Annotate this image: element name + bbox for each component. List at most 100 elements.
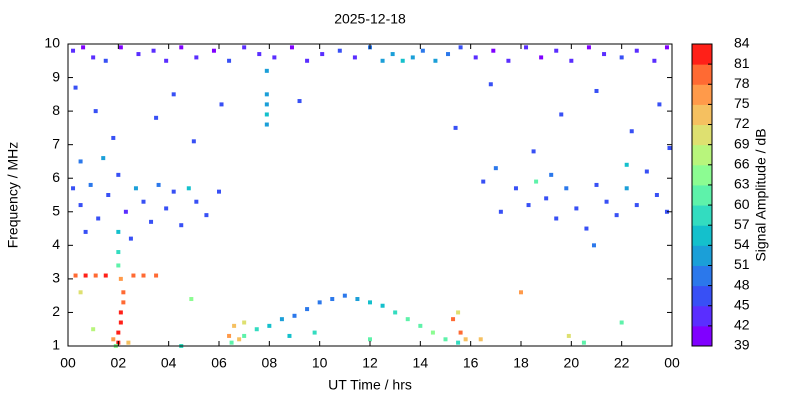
x-tick-label: 10 [312, 355, 328, 371]
colorbar-segment [692, 104, 712, 126]
data-point [554, 216, 559, 221]
data-point [619, 55, 624, 60]
data-point [103, 273, 108, 278]
data-point [116, 330, 121, 335]
data-point [491, 48, 496, 53]
data-point [337, 48, 342, 53]
y-tick-label: 7 [52, 135, 60, 151]
x-tick-label: 08 [262, 355, 278, 371]
data-point [179, 223, 184, 228]
data-point [272, 55, 277, 60]
data-point [368, 300, 372, 305]
colorbar-segment [692, 285, 712, 307]
data-point [524, 45, 529, 50]
data-point [380, 58, 385, 63]
x-tick-label: 20 [564, 355, 580, 371]
x-tick-label: 18 [513, 355, 529, 371]
x-tick-label: 14 [413, 355, 429, 371]
x-tick-label: 00 [60, 355, 76, 371]
data-point [433, 58, 438, 63]
data-point [355, 297, 360, 302]
data-point [264, 102, 269, 107]
data-point [118, 310, 123, 315]
data-point [164, 206, 169, 211]
data-point [78, 159, 83, 164]
data-point [352, 55, 357, 60]
data-point [549, 172, 554, 177]
data-point [544, 196, 549, 201]
colorbar-segment [692, 265, 712, 287]
colorbar-tick-label: 39 [734, 337, 750, 353]
data-point [634, 203, 639, 208]
data-point [614, 213, 619, 218]
data-point [456, 310, 461, 315]
colorbar-segment [692, 64, 712, 85]
data-point [430, 330, 435, 335]
data-point [279, 317, 284, 322]
data-point [257, 52, 262, 57]
data-point [506, 58, 511, 63]
data-point [654, 193, 659, 197]
data-point [73, 273, 78, 278]
colorbar-tick-label: 48 [734, 276, 750, 292]
data-point [267, 323, 272, 328]
data-point [191, 139, 196, 144]
data-point [141, 273, 146, 278]
data-point [186, 186, 191, 191]
data-point [539, 55, 544, 60]
x-axis-label: UT Time / hrs [328, 377, 412, 393]
colorbar-segment [692, 245, 712, 266]
x-tick-label: 12 [362, 355, 378, 371]
data-point [420, 48, 425, 53]
y-tick-label: 2 [52, 303, 60, 319]
data-point [531, 149, 536, 154]
data-point [330, 297, 335, 302]
data-point [116, 229, 121, 234]
data-point [96, 216, 101, 221]
data-point [88, 182, 93, 187]
colorbar-tick-label: 72 [734, 115, 750, 131]
data-point [171, 92, 176, 97]
colorbar-tick-label: 42 [734, 317, 750, 333]
data-point [264, 92, 269, 97]
data-point [194, 55, 199, 60]
colorbar-tick-label: 63 [734, 176, 750, 192]
data-point [393, 310, 398, 315]
data-point [78, 290, 83, 295]
data-point [83, 273, 88, 278]
data-point [116, 250, 121, 255]
data-point [154, 273, 159, 278]
data-point [71, 48, 76, 53]
colorbar-label: Signal Amplitude / dB [753, 128, 769, 261]
colorbar-tick-label: 78 [734, 75, 750, 91]
data-point [380, 303, 385, 308]
data-point [513, 186, 518, 191]
data-point [602, 52, 607, 57]
data-point [390, 52, 395, 57]
data-point [667, 146, 672, 151]
data-point [123, 209, 128, 214]
data-point [312, 330, 317, 335]
data-point [458, 45, 463, 50]
data-point [242, 333, 247, 338]
data-point [121, 290, 126, 295]
data-point [242, 320, 247, 325]
data-point [453, 125, 458, 130]
data-point [149, 219, 154, 224]
x-tick-label: 00 [664, 355, 680, 371]
chart-title: 2025-12-18 [334, 11, 406, 27]
data-point [128, 236, 133, 241]
data-point [488, 82, 493, 87]
data-point [581, 340, 586, 345]
data-point [131, 273, 136, 278]
data-point [297, 99, 302, 104]
data-point [478, 337, 483, 342]
data-point [287, 333, 292, 338]
colorbar-segment [692, 225, 712, 246]
data-point [71, 186, 76, 191]
data-point [83, 229, 88, 234]
colorbar-segment [692, 144, 712, 166]
data-point [101, 156, 106, 161]
data-point [91, 327, 96, 332]
data-point [121, 300, 126, 305]
